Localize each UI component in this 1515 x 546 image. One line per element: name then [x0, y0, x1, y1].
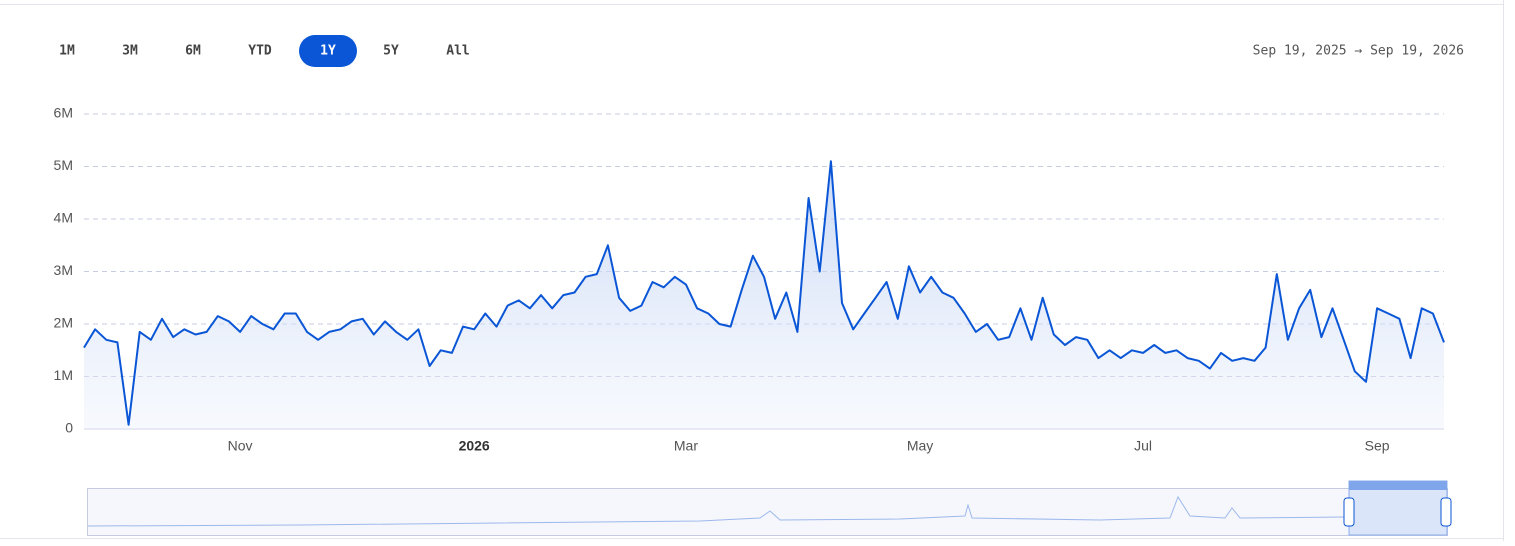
y-tick-label: 2M — [54, 315, 73, 331]
navigator-series — [87, 495, 1346, 527]
y-tick-label: 6M — [54, 105, 73, 121]
range-button-label: 5Y — [383, 44, 399, 59]
area-fill — [84, 161, 1444, 430]
x-tick-label: Jul — [1134, 438, 1152, 454]
x-tick-label: Sep — [1365, 438, 1390, 454]
x-tick-label: Mar — [674, 438, 698, 454]
y-tick-label: 0 — [65, 420, 73, 436]
y-tick-label: 5M — [54, 157, 73, 173]
range-button-label: 1Y — [320, 44, 336, 59]
y-tick-label: 3M — [54, 262, 73, 278]
x-tick-label: Nov — [228, 438, 253, 454]
y-tick-label: 4M — [54, 210, 73, 226]
range-button[interactable]: 1M — [59, 44, 75, 59]
range-button[interactable]: 3M — [122, 44, 138, 59]
range-button-label: All — [446, 44, 469, 59]
range-button-label: 1M — [59, 44, 75, 59]
range-button[interactable]: 6M — [185, 44, 201, 59]
range-button-label: YTD — [248, 44, 272, 59]
range-button-bg — [299, 35, 357, 67]
x-tick-label: 2026 — [459, 438, 490, 454]
navigator-handle[interactable] — [1440, 497, 1452, 527]
x-tick-label: May — [907, 438, 933, 454]
range-button-label: 6M — [185, 44, 201, 59]
y-tick-label: 1M — [54, 367, 73, 383]
date-range: Sep 19, 2025 → Sep 19, 2026 — [1253, 44, 1464, 59]
range-button[interactable]: YTD — [248, 44, 272, 59]
navigator — [87, 480, 1452, 536]
navigator-handle[interactable] — [1343, 497, 1355, 527]
navigator-scrollbar[interactable] — [1349, 481, 1447, 490]
range-button[interactable]: 1Y — [299, 35, 357, 67]
navigator-frame — [87, 488, 1448, 536]
range-button-label: 3M — [122, 44, 138, 59]
line — [83, 160, 1445, 426]
range-button[interactable]: All — [446, 44, 469, 59]
range-toolbar: 1M 3M 6M YTD 1Y 5Y All — [59, 35, 470, 67]
plot — [83, 160, 1445, 430]
range-button[interactable]: 5Y — [383, 44, 399, 59]
